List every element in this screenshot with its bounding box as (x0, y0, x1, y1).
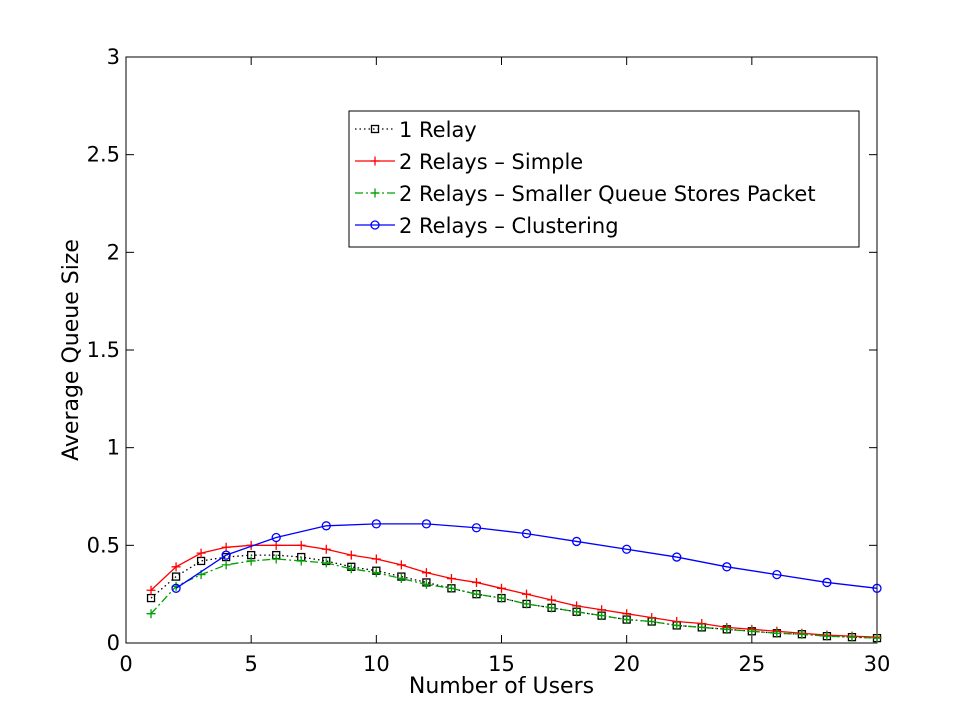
x-tick-label: 15 (488, 652, 515, 676)
data-point (547, 603, 557, 613)
x-tick-label: 30 (864, 652, 891, 676)
data-point (572, 607, 582, 617)
data-point (246, 556, 256, 566)
data-point (371, 568, 381, 578)
data-point (346, 564, 356, 574)
legend-label: 1 Relay (399, 118, 477, 142)
data-point (872, 583, 882, 593)
data-point (396, 574, 406, 584)
data-point (471, 577, 481, 587)
data-point (221, 550, 231, 560)
data-point (296, 556, 306, 566)
legend-marker (370, 156, 380, 166)
data-point (346, 550, 356, 560)
data-point (822, 631, 832, 641)
data-point (622, 544, 632, 554)
y-tick-label: 3 (107, 45, 120, 69)
y-tick-label: 0 (107, 631, 120, 655)
data-point (321, 558, 331, 568)
data-point (471, 523, 482, 533)
y-axis-label: Average Queue Size (59, 239, 84, 461)
data-point (497, 593, 506, 603)
legend-marker (370, 188, 380, 198)
data-point (571, 536, 582, 547)
data-point (446, 583, 456, 593)
data-point (747, 626, 757, 636)
data-point (171, 583, 181, 593)
series-4 (171, 519, 882, 593)
legend-marker (370, 220, 380, 230)
data-point (672, 552, 682, 562)
series-line (175, 523, 878, 589)
x-tick-label: 25 (738, 652, 765, 676)
data-point (171, 562, 181, 572)
legend-entry: 2 Relays – Smaller Queue Stores Packet (355, 182, 816, 206)
data-point (146, 609, 156, 619)
data-point (421, 579, 431, 589)
y-tick-label: 2.5 (87, 143, 120, 167)
data-point (522, 589, 532, 599)
data-point (797, 629, 807, 639)
data-point (446, 574, 456, 584)
data-point (221, 542, 231, 552)
data-point (321, 544, 331, 554)
data-point (547, 595, 557, 605)
data-point (697, 622, 707, 632)
legend-label: 2 Relays – Smaller Queue Stores Packet (399, 182, 816, 206)
series-3 (146, 554, 882, 643)
data-point (772, 628, 782, 638)
y-tick-label: 2 (107, 240, 120, 264)
y-tick-label: 1 (107, 436, 120, 460)
data-point (371, 519, 381, 529)
x-tick-label: 20 (613, 652, 640, 676)
x-tick-label: 5 (244, 652, 257, 676)
legend-entry: 2 Relays – Simple (355, 150, 583, 174)
data-point (722, 562, 732, 572)
axes: 0 5 10 15 20 25 30 0 0.5 1 1.5 2 2.5 3 (87, 45, 891, 676)
legend-label: 2 Relays – Simple (399, 150, 583, 174)
data-point (271, 554, 281, 564)
legend: 1 Relay 2 Relays – Simple 2 Relays – Small… (348, 110, 860, 248)
data-point (522, 599, 532, 609)
legend-label: 2 Relays – Clustering (399, 214, 619, 238)
data-point (421, 568, 431, 578)
data-point (497, 583, 506, 593)
y-tick-label: 1.5 (87, 338, 120, 362)
data-point (647, 617, 657, 627)
series-layer (146, 519, 882, 643)
data-point (146, 585, 156, 595)
data-point (722, 624, 732, 634)
y-tick-label: 0.5 (87, 533, 120, 557)
data-point (872, 633, 882, 643)
data-point (622, 615, 632, 625)
x-tick-label: 10 (363, 652, 390, 676)
data-point (847, 632, 857, 642)
data-point (271, 532, 281, 543)
data-point (296, 540, 306, 550)
legend-entry: 2 Relays – Clustering (355, 214, 619, 238)
data-point (421, 519, 432, 529)
data-point (597, 611, 607, 621)
data-point (772, 569, 782, 580)
legend-marker (370, 124, 380, 134)
data-point (221, 560, 231, 570)
data-point (271, 540, 281, 550)
data-point (321, 521, 331, 531)
data-point (196, 548, 206, 558)
data-point (396, 560, 406, 570)
data-point (822, 577, 832, 588)
data-point (521, 528, 532, 539)
data-point (672, 620, 682, 630)
data-point (371, 554, 381, 564)
data-point (171, 572, 181, 581)
data-point (471, 589, 481, 599)
legend-entry: 1 Relay (355, 118, 477, 142)
x-axis-label: Number of Users (409, 674, 594, 699)
legend-box (348, 110, 860, 248)
x-tick-label: 0 (119, 652, 132, 676)
